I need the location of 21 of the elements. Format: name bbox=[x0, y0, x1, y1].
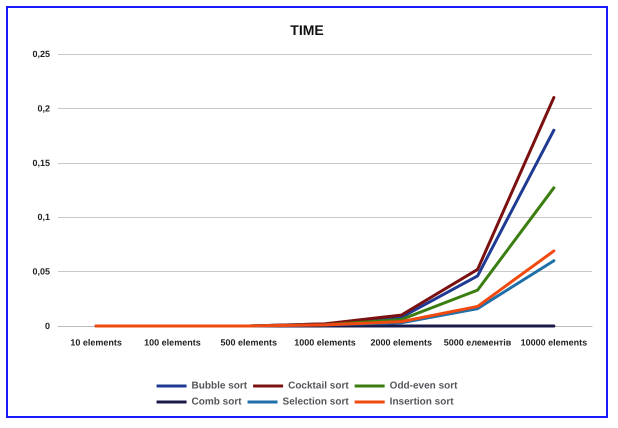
y-tick-label: 0,05 bbox=[32, 266, 50, 277]
legend-label: Cocktail sort bbox=[288, 380, 350, 392]
legend-label: Comb sort bbox=[192, 396, 242, 408]
x-tick-label: 1000 elements bbox=[294, 338, 356, 348]
chart-title: TIME bbox=[290, 22, 324, 38]
y-tick-label: 0,1 bbox=[37, 212, 50, 222]
x-tick-label: 10 elements bbox=[70, 338, 122, 348]
legend-label: Insertion sort bbox=[390, 396, 454, 408]
x-tick-label: 500 elements bbox=[220, 338, 277, 348]
x-tick-label: 2000 elements bbox=[370, 338, 432, 348]
y-tick-label: 0,25 bbox=[32, 49, 50, 59]
y-tick-label: 0,2 bbox=[37, 103, 50, 114]
legend-label: Odd-even sort bbox=[390, 380, 458, 392]
x-tick-label: 10000 elements bbox=[520, 338, 588, 348]
y-tick-label: 0 bbox=[44, 321, 50, 331]
legend-label: Selection sort bbox=[282, 396, 350, 408]
x-tick-label: 100 elements bbox=[144, 338, 201, 348]
x-tick-label: 5000 елементів bbox=[444, 338, 512, 348]
y-tick-label: 0,15 bbox=[32, 158, 50, 168]
legend-label: Bubble sort bbox=[192, 380, 248, 392]
line-series bbox=[94, 249, 556, 328]
